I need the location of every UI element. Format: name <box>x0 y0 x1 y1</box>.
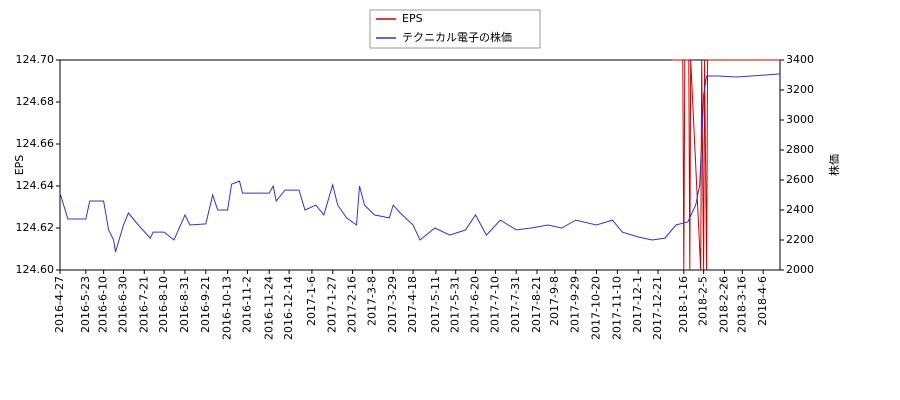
x-tick-label: 2017-10-20 <box>590 276 603 340</box>
x-tick-label: 2016-6-30 <box>116 276 129 333</box>
y-tick-label: 124.68 <box>16 95 55 108</box>
x-tick-label: 2017-3-29 <box>386 276 399 333</box>
x-tick-label: 2017-9-29 <box>569 276 582 333</box>
y2-tick-label: 2800 <box>786 143 814 156</box>
x-tick-label: 2017-7-10 <box>488 276 501 333</box>
y2-tick-label: 3200 <box>786 83 814 96</box>
y-tick-label: 124.64 <box>16 179 55 192</box>
y-axis-label: EPS <box>13 155 26 176</box>
legend-label: テクニカル電子の株価 <box>402 30 512 44</box>
y-tick-label: 124.66 <box>16 137 55 150</box>
x-tick-label: 2017-4-18 <box>406 276 419 333</box>
x-tick-label: 2018-1-16 <box>677 276 690 333</box>
series-line <box>671 59 780 271</box>
x-tick-label: 2017-5-11 <box>429 276 442 333</box>
x-tick-label: 2016-8-31 <box>178 276 191 333</box>
x-tick-label: 2018-4-6 <box>756 276 769 326</box>
y-tick-label: 124.62 <box>16 221 55 234</box>
series-line <box>59 73 781 253</box>
y2-axis-label: 株価 <box>827 154 841 176</box>
y2-tick-label: 2600 <box>786 173 814 186</box>
x-tick-label: 2016-8-10 <box>157 276 170 333</box>
y2-tick-label: 3400 <box>786 53 814 66</box>
x-tick-label: 2016-11-24 <box>262 276 275 340</box>
x-tick-label: 2016-10-13 <box>221 276 234 340</box>
x-tick-label: 2016-5-23 <box>79 276 92 333</box>
x-tick-label: 2017-12-21 <box>651 276 664 340</box>
x-tick-label: 2017-1-6 <box>305 276 318 326</box>
x-tick-label: 2016-4-27 <box>53 276 66 333</box>
x-tick-label: 2018-2-5 <box>697 276 710 326</box>
x-tick-label: 2017-9-8 <box>548 276 561 326</box>
legend-label: EPS <box>402 12 423 25</box>
y2-tick-label: 2200 <box>786 233 814 246</box>
x-tick-label: 2017-7-31 <box>509 276 522 333</box>
y2-tick-label: 2000 <box>786 263 814 276</box>
x-tick-label: 2017-1-27 <box>326 276 339 333</box>
x-tick-label: 2017-11-10 <box>610 276 623 340</box>
x-tick-label: 2018-3-16 <box>735 276 748 333</box>
x-tick-label: 2017-12-1 <box>631 276 644 333</box>
x-tick-label: 2016-6-10 <box>97 276 110 333</box>
x-tick-label: 2017-5-31 <box>449 276 462 333</box>
x-tick-label: 2017-6-20 <box>469 276 482 333</box>
y2-tick-label: 2400 <box>786 203 814 216</box>
x-tick-label: 2018-2-26 <box>717 276 730 333</box>
x-tick-label: 2016-7-21 <box>137 276 150 333</box>
y2-tick-label: 3000 <box>786 113 814 126</box>
y-tick-label: 124.60 <box>16 263 55 276</box>
x-tick-label: 2017-2-16 <box>346 276 359 333</box>
plot-frame <box>59 59 781 271</box>
x-tick-label: 2016-12-14 <box>282 276 295 340</box>
x-tick-label: 2017-3-8 <box>365 276 378 326</box>
legend <box>369 9 541 49</box>
x-tick-label: 2016-9-21 <box>199 276 212 333</box>
x-tick-label: 2017-8-21 <box>530 276 543 333</box>
y-tick-label: 124.70 <box>16 53 55 66</box>
x-tick-label: 2016-11-2 <box>240 276 253 333</box>
